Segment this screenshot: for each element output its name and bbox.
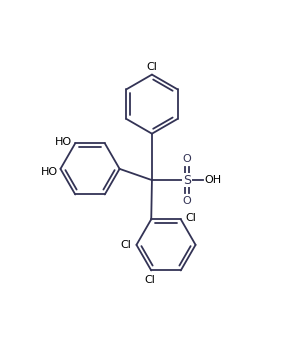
- Text: O: O: [183, 196, 191, 207]
- Text: HO: HO: [55, 137, 72, 147]
- Text: Cl: Cl: [185, 213, 196, 223]
- Text: Cl: Cl: [144, 275, 155, 285]
- Text: Cl: Cl: [120, 240, 131, 250]
- Text: HO: HO: [40, 167, 58, 177]
- Text: Cl: Cl: [146, 62, 157, 72]
- Text: OH: OH: [204, 175, 221, 185]
- Text: S: S: [183, 174, 191, 187]
- Text: O: O: [183, 154, 191, 164]
